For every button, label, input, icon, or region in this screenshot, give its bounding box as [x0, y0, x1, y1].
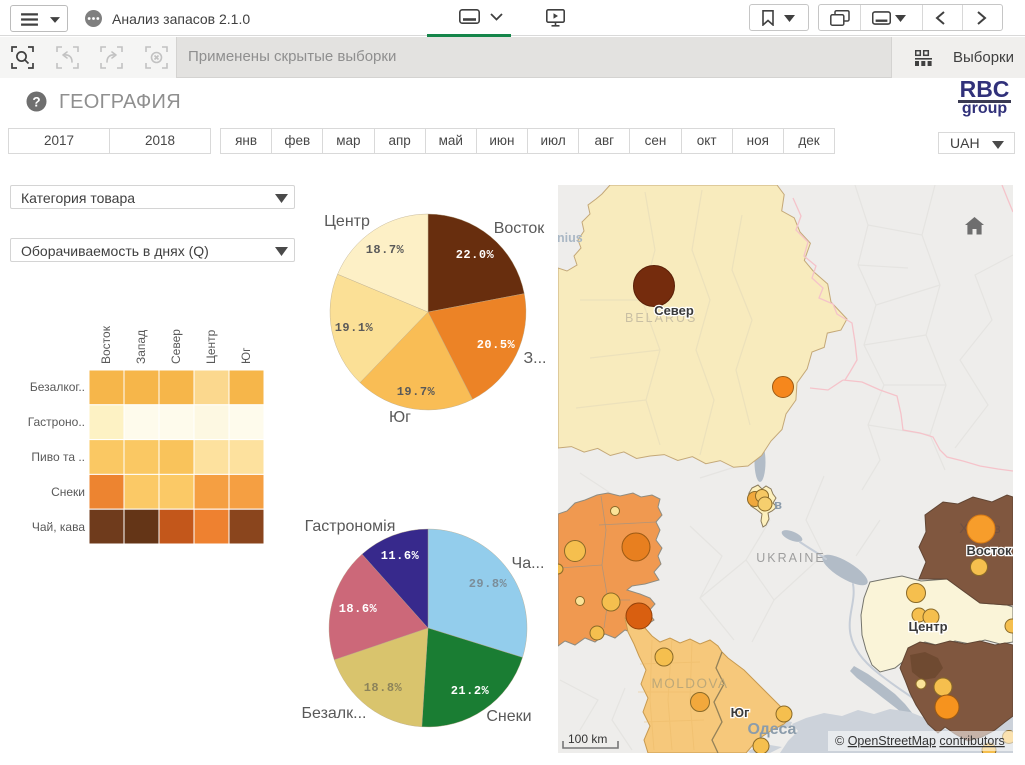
- svg-text:18.8%: 18.8%: [364, 681, 403, 695]
- svg-text:Чай, кава: Чай, кава: [32, 520, 85, 534]
- svg-text:BELARUS: BELARUS: [625, 311, 697, 325]
- svg-text:Восток: Восток: [966, 543, 1012, 558]
- svg-text:nius: nius: [558, 231, 583, 245]
- svg-text:Юг: Юг: [389, 409, 411, 426]
- svg-text:Юг: Юг: [731, 705, 750, 720]
- svg-text:Центр: Центр: [204, 329, 218, 364]
- svg-text:З...: З...: [524, 350, 547, 367]
- svg-text:11.6%: 11.6%: [381, 549, 420, 563]
- svg-text:Безалког..: Безалког..: [30, 380, 85, 394]
- svg-text:20.5%: 20.5%: [477, 338, 516, 352]
- svg-text:Север: Север: [169, 329, 183, 364]
- svg-text:Восток: Восток: [99, 325, 113, 364]
- svg-text:19.1%: 19.1%: [335, 321, 374, 335]
- svg-text:Гастрономія: Гастрономія: [305, 518, 396, 535]
- svg-text:18.6%: 18.6%: [339, 602, 378, 616]
- svg-text:100 km: 100 km: [568, 732, 607, 746]
- svg-text:21.2%: 21.2%: [451, 684, 490, 698]
- svg-text:Гастроно..: Гастроно..: [28, 415, 85, 429]
- svg-text:Пиво та ..: Пиво та ..: [31, 450, 85, 464]
- svg-text:UKRAINE: UKRAINE: [756, 551, 826, 565]
- svg-text:© OpenStreetMap contributors: © OpenStreetMap contributors: [835, 734, 1005, 748]
- svg-text:Юг: Юг: [239, 347, 253, 364]
- svg-text:Восток: Восток: [494, 220, 546, 237]
- svg-text:?: ?: [32, 94, 40, 109]
- svg-text:Безалк...: Безалк...: [302, 705, 367, 722]
- svg-text:в: в: [774, 497, 782, 512]
- svg-text:Снеки: Снеки: [486, 708, 531, 725]
- svg-text:Запад: Запад: [134, 330, 148, 364]
- svg-text:Север: Север: [654, 303, 694, 318]
- svg-text:Ча...: Ча...: [512, 555, 545, 572]
- svg-text:Снеки: Снеки: [51, 485, 85, 499]
- svg-text:MOLDOVA: MOLDOVA: [651, 676, 728, 691]
- svg-text:Центр: Центр: [324, 213, 370, 230]
- svg-text:18.7%: 18.7%: [366, 243, 405, 257]
- svg-text:22.0%: 22.0%: [456, 248, 495, 262]
- svg-text:19.7%: 19.7%: [397, 385, 436, 399]
- svg-text:Центр: Центр: [908, 619, 947, 634]
- svg-text:29.8%: 29.8%: [469, 577, 508, 591]
- svg-text:Одеса: Одеса: [748, 721, 797, 738]
